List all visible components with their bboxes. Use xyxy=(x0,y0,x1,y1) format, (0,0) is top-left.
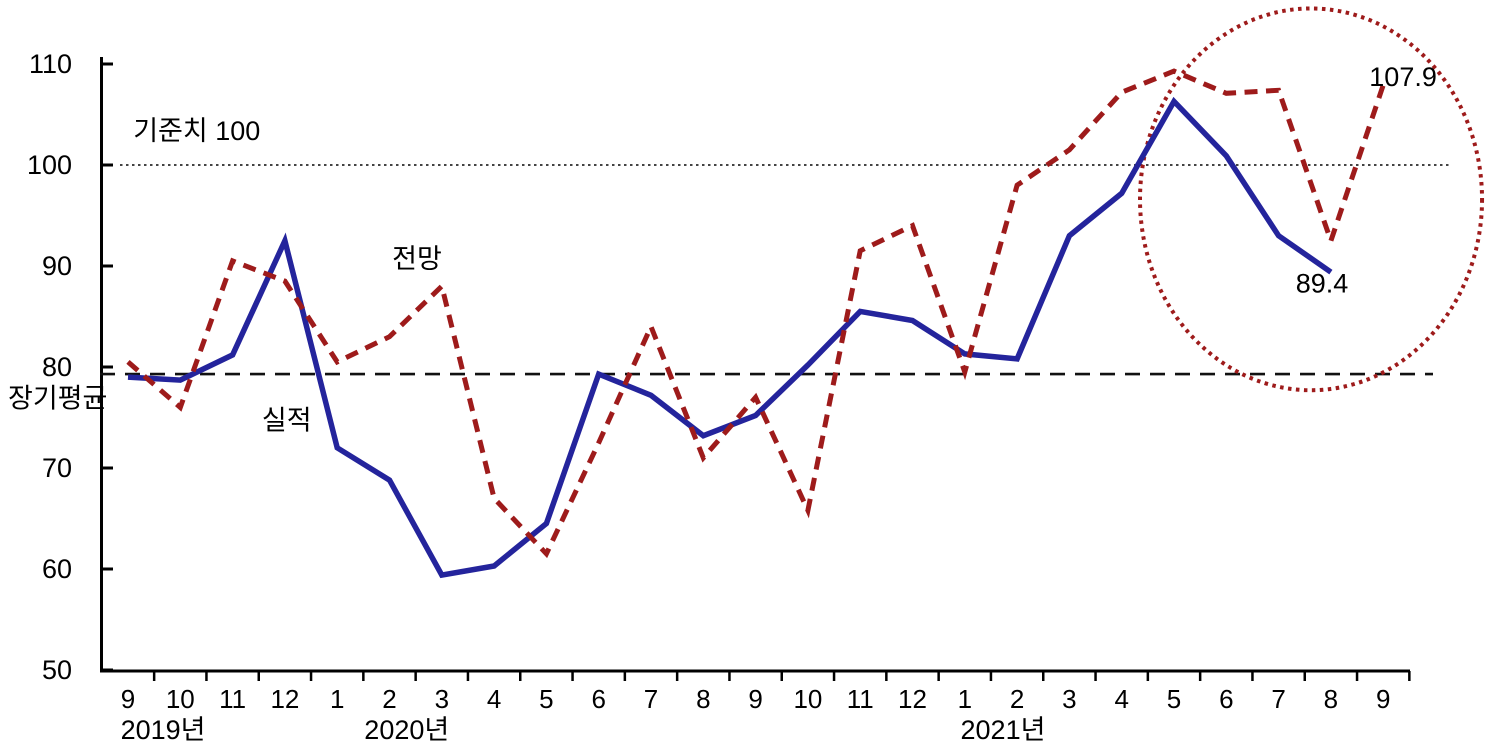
y-tick-label: 100 xyxy=(27,150,72,180)
y-tick-label: 50 xyxy=(42,655,72,685)
y-tick-label: 90 xyxy=(42,251,72,281)
year-labels-group: 2019년 2020년 2021년 xyxy=(121,715,1046,745)
x-month-label: 4 xyxy=(487,684,501,714)
year-label: 2020년 xyxy=(364,715,449,745)
year-label: 2019년 xyxy=(121,715,206,745)
x-month-label: 9 xyxy=(121,684,135,714)
x-month-label: 2 xyxy=(382,684,396,714)
year-label: 2021년 xyxy=(961,715,1046,745)
reference-lines-group xyxy=(100,164,1452,376)
x-month-label: 6 xyxy=(1219,684,1233,714)
actual-last-value: 89.4 xyxy=(1296,268,1349,298)
x-month-label: 8 xyxy=(696,684,710,714)
actual-series-line xyxy=(127,96,1333,579)
x-month-label: 11 xyxy=(847,684,874,714)
longterm-avg-line-label: 장기평균 xyxy=(8,383,107,413)
highlight-circle xyxy=(1138,6,1485,393)
x-month-label: 10 xyxy=(166,684,195,714)
x-month-label: 12 xyxy=(270,684,299,714)
x-month-label: 3 xyxy=(1062,684,1076,714)
y-tick-label: 70 xyxy=(42,453,72,483)
y-tick-label: 110 xyxy=(29,49,72,79)
x-month-label: 9 xyxy=(1376,684,1390,714)
forecast-series-line xyxy=(126,68,1386,559)
y-tick-label: 60 xyxy=(42,554,72,584)
x-month-label: 10 xyxy=(793,684,822,714)
x-month-label: 8 xyxy=(1324,684,1338,714)
x-month-label: 9 xyxy=(748,684,762,714)
x-month-label: 7 xyxy=(644,684,658,714)
x-month-label: 12 xyxy=(898,684,927,714)
x-axis-labels-group: 9 10 11 12 1 2 3 4 5 6 7 8 9 10 11 12 1 2 3 4 5 6 7 8 9 xyxy=(121,684,1391,714)
y-tick-label: 80 xyxy=(42,352,72,382)
x-month-label: 3 xyxy=(435,684,449,714)
baseline-line-label: 기준치 100 xyxy=(133,116,260,146)
forecast-series-label: 전망 xyxy=(392,244,442,274)
x-axis-ticks-group xyxy=(152,671,1411,681)
x-month-label: 5 xyxy=(1167,684,1181,714)
series-lines-group xyxy=(126,68,1386,579)
x-month-label: 1 xyxy=(330,684,344,714)
x-month-label: 2 xyxy=(1010,684,1024,714)
x-month-label: 7 xyxy=(1271,684,1285,714)
x-month-label: 6 xyxy=(591,684,605,714)
x-month-label: 5 xyxy=(539,684,553,714)
actual-series-label: 실적 xyxy=(262,406,312,436)
x-month-label: 1 xyxy=(958,684,972,714)
x-month-label: 4 xyxy=(1114,684,1128,714)
forecast-last-value: 107.9 xyxy=(1369,62,1437,92)
y-axis-ticks-group: 110 100 90 80 70 60 50 xyxy=(27,49,113,685)
x-month-label: 11 xyxy=(219,684,246,714)
highlight-group xyxy=(1138,6,1485,393)
